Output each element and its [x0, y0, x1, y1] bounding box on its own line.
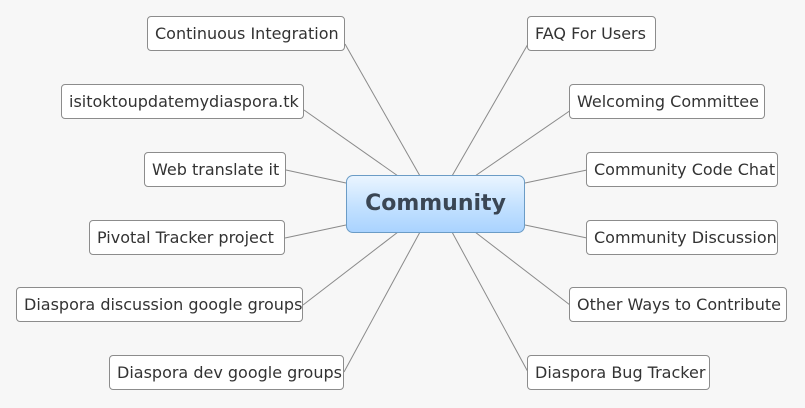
- topic-welcoming-committee[interactable]: Welcoming Committee: [569, 84, 765, 119]
- connector-line: [451, 43, 529, 177]
- connector-line: [474, 231, 571, 306]
- connector-line: [524, 169, 588, 184]
- connector-line: [303, 109, 399, 177]
- topic-faq-for-users[interactable]: FAQ For Users: [527, 16, 656, 51]
- topic-isitoktoupdatemydiaspora[interactable]: isitoktoupdatemydiaspora.tk: [61, 84, 304, 119]
- topic-pivotal-tracker-project[interactable]: Pivotal Tracker project: [89, 220, 285, 255]
- connector-line: [474, 109, 572, 177]
- topic-diaspora-bug-tracker[interactable]: Diaspora Bug Tracker: [527, 355, 710, 390]
- central-topic-community[interactable]: Community: [346, 175, 525, 233]
- topic-community-code-chat[interactable]: Community Code Chat: [586, 152, 778, 187]
- topic-continuous-integration[interactable]: Continuous Integration: [147, 16, 345, 51]
- connector-line: [343, 231, 421, 373]
- topic-diaspora-discussion-google-groups[interactable]: Diaspora discussion google groups: [16, 287, 303, 322]
- topic-other-ways-to-contribute[interactable]: Other Ways to Contribute: [569, 287, 787, 322]
- connector-line: [302, 231, 399, 306]
- topic-diaspora-dev-google-groups[interactable]: Diaspora dev google groups: [109, 355, 344, 390]
- connector-line: [284, 224, 347, 239]
- topic-community-discussion[interactable]: Community Discussion: [586, 220, 778, 255]
- connector-line: [451, 231, 529, 373]
- connector-line: [344, 43, 421, 177]
- connector-line: [524, 224, 588, 239]
- connector-line: [285, 169, 347, 184]
- topic-web-translate-it[interactable]: Web translate it: [144, 152, 286, 187]
